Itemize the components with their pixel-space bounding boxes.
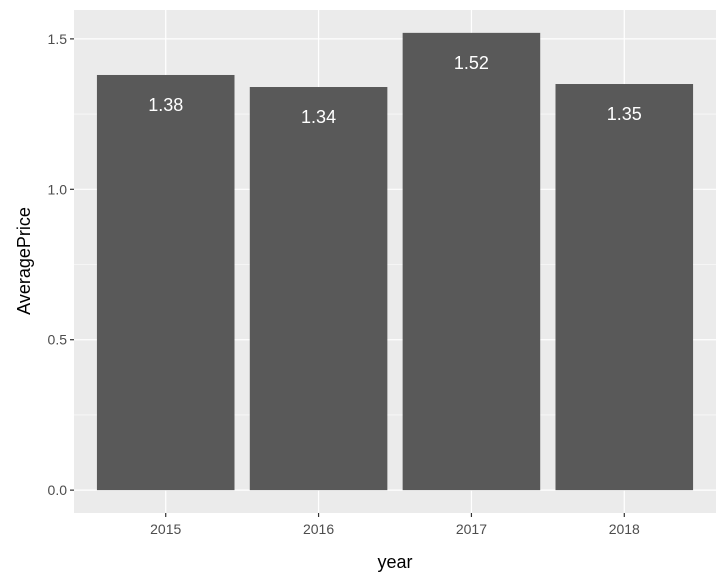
x-tick-label: 2016 bbox=[303, 521, 334, 537]
y-tick-label: 0.0 bbox=[48, 482, 68, 498]
bar-2016 bbox=[249, 87, 388, 491]
y-tick-label: 1.5 bbox=[48, 31, 68, 47]
x-tick-label: 2015 bbox=[150, 521, 181, 537]
data-label-2018: 1.35 bbox=[607, 104, 642, 124]
bar-2015 bbox=[96, 74, 235, 491]
y-tick-label: 1.0 bbox=[48, 181, 68, 197]
data-label-2016: 1.34 bbox=[301, 107, 336, 127]
data-label-2017: 1.52 bbox=[454, 53, 489, 73]
x-axis-title: year bbox=[377, 552, 412, 572]
x-tick-label: 2017 bbox=[456, 521, 487, 537]
x-tick-label: 2018 bbox=[609, 521, 640, 537]
y-axis-title: AveragePrice bbox=[14, 207, 34, 315]
data-label-2015: 1.38 bbox=[148, 95, 183, 115]
y-tick-label: 0.5 bbox=[48, 332, 68, 348]
bar-2018 bbox=[555, 84, 694, 491]
bar-2017 bbox=[402, 32, 541, 491]
